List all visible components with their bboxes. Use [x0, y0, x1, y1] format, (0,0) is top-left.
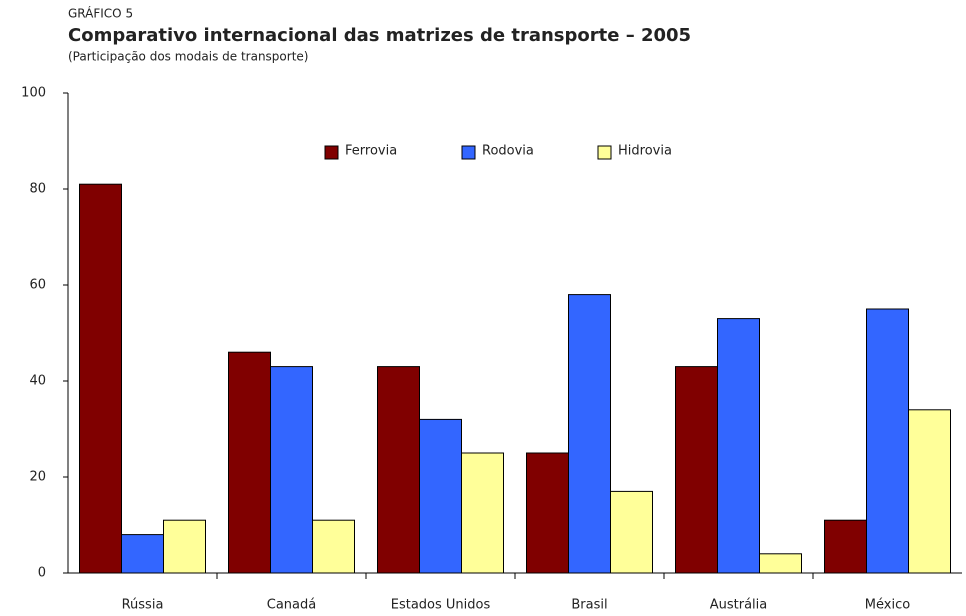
x-tick-label: México — [865, 598, 910, 613]
y-tick-label: 80 — [29, 182, 46, 197]
bar — [759, 553, 802, 574]
bar — [461, 452, 504, 574]
x-tick-label: Rússia — [122, 598, 164, 613]
x-tick-label: Canadá — [267, 598, 316, 613]
bar — [79, 183, 122, 574]
bar — [908, 409, 951, 574]
legend-swatch — [597, 145, 612, 160]
bar — [377, 366, 420, 574]
bar — [824, 519, 867, 574]
bar — [866, 308, 909, 574]
bar — [121, 534, 164, 574]
bar — [270, 366, 313, 574]
x-tick-label: Austrália — [710, 598, 768, 613]
bar — [675, 366, 718, 574]
y-tick-label: 60 — [29, 278, 46, 293]
y-tick-label: 100 — [21, 86, 46, 101]
x-tick-label: Estados Unidos — [391, 598, 491, 613]
bar — [312, 519, 355, 574]
bar — [610, 490, 653, 574]
bar — [526, 452, 569, 574]
bar — [419, 418, 462, 574]
bar — [568, 294, 611, 574]
legend-label: Ferrovia — [345, 144, 397, 159]
y-tick-label: 0 — [38, 566, 46, 581]
y-tick-label: 20 — [29, 470, 46, 485]
legend-label: Hidrovia — [618, 144, 672, 159]
y-tick-label: 40 — [29, 374, 46, 389]
legend-label: Rodovia — [482, 144, 534, 159]
chart-subtitle: (Participação dos modais de transporte) — [68, 50, 308, 64]
x-tick-label: Brasil — [571, 598, 607, 613]
bar — [228, 351, 271, 574]
chart-label: GRÁFICO 5 — [68, 6, 133, 21]
chart-title: Comparativo internacional das matrizes d… — [68, 25, 691, 46]
bar — [163, 519, 206, 574]
legend-swatch — [324, 145, 339, 160]
legend-swatch — [461, 145, 476, 160]
bar — [717, 318, 760, 574]
